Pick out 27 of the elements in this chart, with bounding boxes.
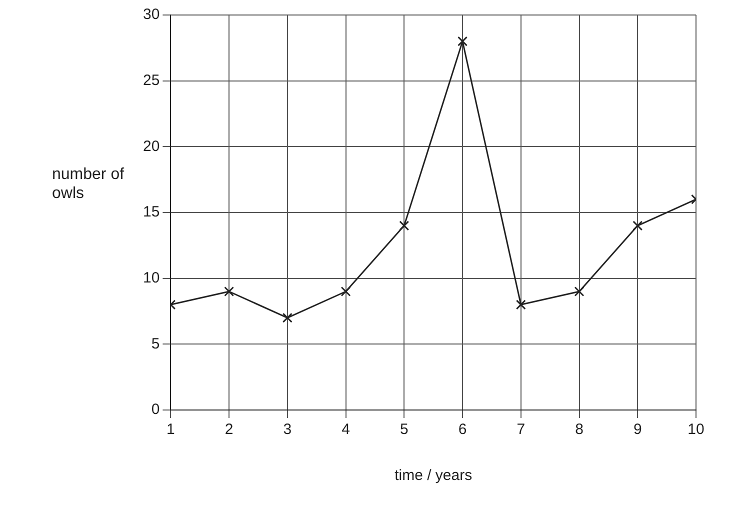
y-tick-label: 10 [142,269,160,286]
x-tick-label: 9 [633,421,642,438]
point [574,286,584,296]
x-tick-label: 10 [688,421,704,438]
x-tick-label: 7 [516,421,526,438]
y-axis-title: number of owls [52,165,126,203]
point [458,36,468,46]
x-tick-label: 2 [224,421,234,438]
x-tick-label: 5 [400,421,408,438]
y-tick-label: 20 [142,138,160,155]
x-tick-label: 1 [166,421,175,438]
x-axis-title: time / years [394,467,472,484]
y-tick-label: 5 [151,335,160,352]
y-tick-label: 0 [151,401,160,418]
y-tick-label: 30 [142,6,160,24]
x-tick-label: 8 [575,421,584,438]
x-tick-label: 3 [283,421,292,438]
point [632,220,643,231]
y-tick-label: 15 [142,204,160,221]
point [282,312,292,323]
point [224,286,234,296]
point [399,220,410,231]
x-tick-label: 6 [458,421,467,438]
point [340,286,351,296]
y-tick-label: 25 [142,72,160,89]
point [516,300,526,310]
x-tick-label: 4 [342,421,350,438]
